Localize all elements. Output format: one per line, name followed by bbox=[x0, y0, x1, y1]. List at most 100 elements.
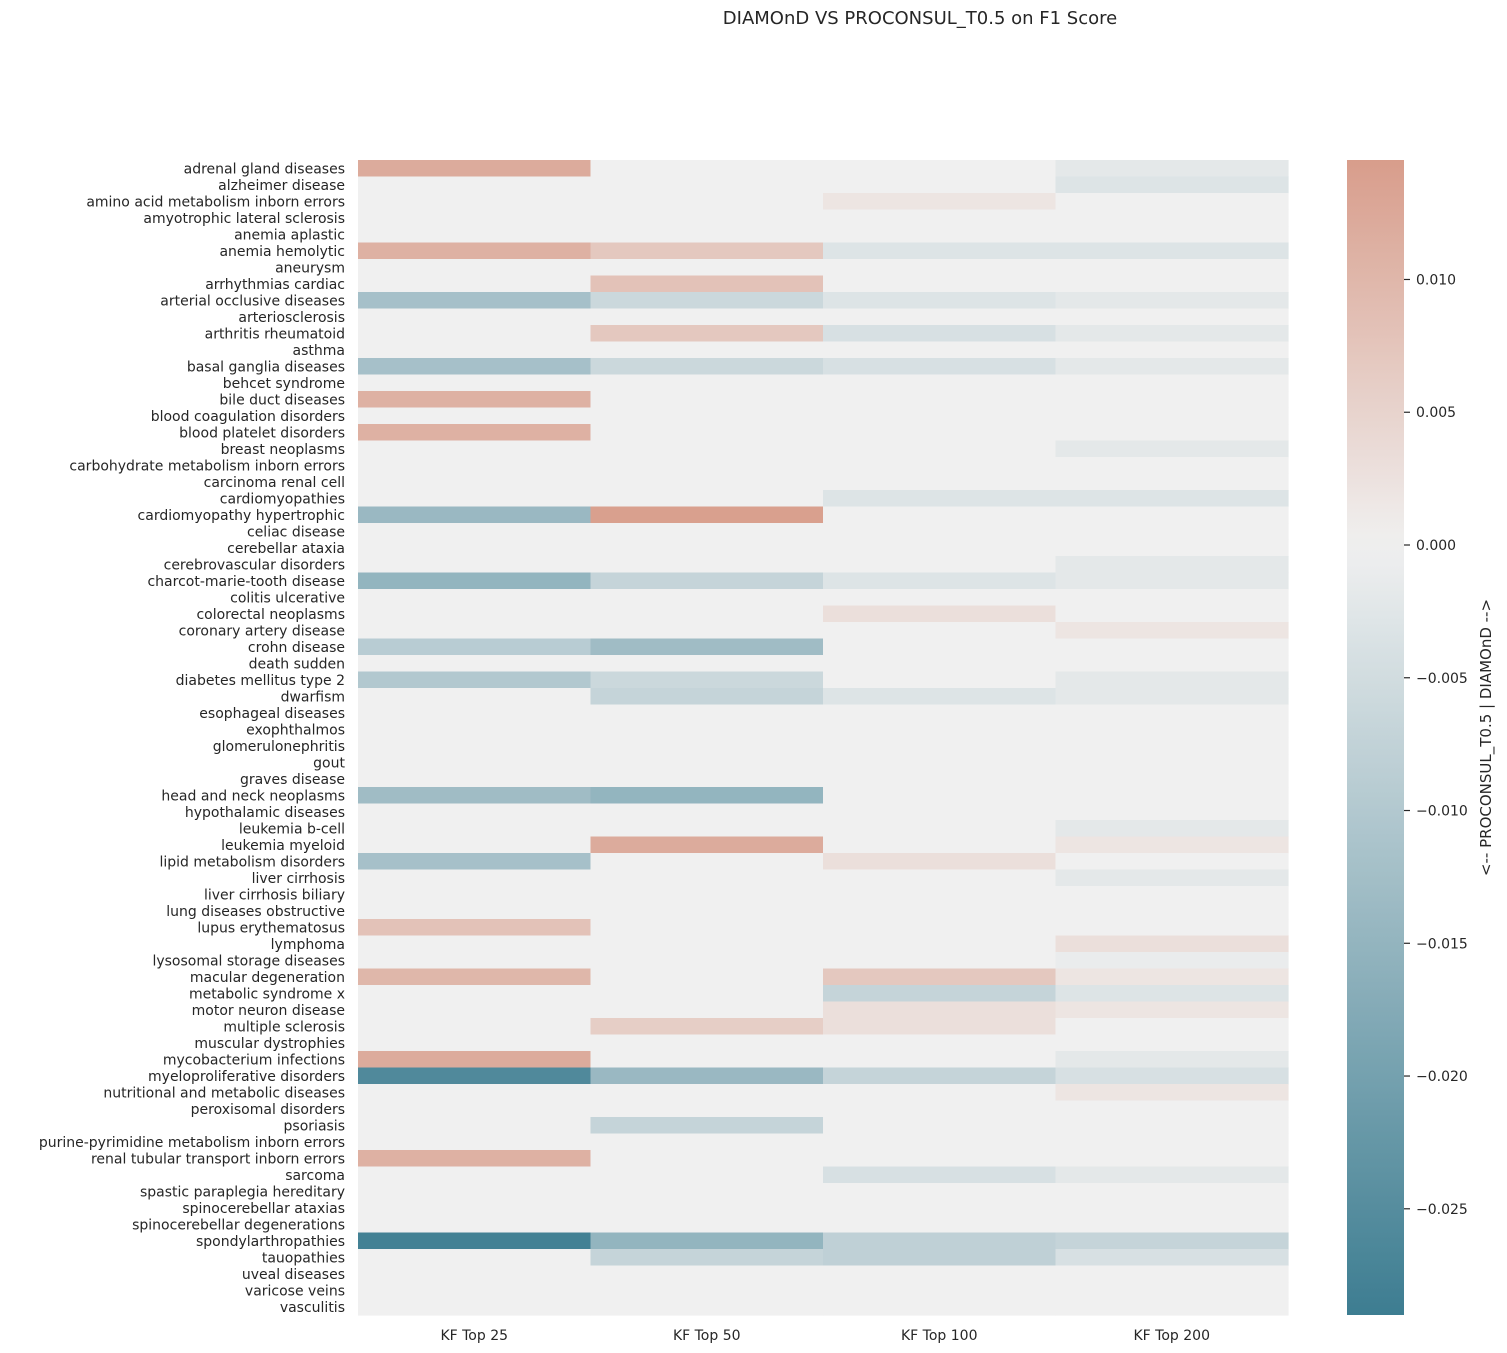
row-label: arthritis rheumatoid bbox=[205, 326, 345, 342]
row-label: lipid metabolism disorders bbox=[159, 854, 345, 870]
heatmap-cell bbox=[1055, 374, 1289, 392]
heatmap-cell bbox=[1055, 341, 1289, 359]
heatmap-cell bbox=[1055, 869, 1289, 887]
row-label: bile duct diseases bbox=[219, 392, 345, 408]
heatmap-cell bbox=[1055, 1117, 1289, 1135]
heatmap-cell bbox=[358, 572, 592, 590]
heatmap-cell bbox=[590, 341, 824, 359]
row-label: spondylarthropathies bbox=[196, 1234, 345, 1250]
heatmap-cell bbox=[1055, 539, 1289, 557]
heatmap-cell bbox=[590, 1183, 824, 1201]
row-label: arteriosclerosis bbox=[238, 310, 345, 326]
heatmap-cell bbox=[1055, 836, 1289, 854]
heatmap-cell bbox=[823, 836, 1057, 854]
row-label: blood platelet disorders bbox=[179, 425, 345, 441]
heatmap-cell bbox=[1055, 292, 1289, 310]
heatmap-cell bbox=[590, 820, 824, 838]
heatmap-cell bbox=[590, 506, 824, 524]
heatmap-cell bbox=[823, 1133, 1057, 1151]
heatmap-cell bbox=[590, 704, 824, 722]
heatmap-cell bbox=[358, 1051, 592, 1069]
heatmap-cell bbox=[823, 671, 1057, 689]
heatmap-cell bbox=[590, 1117, 824, 1135]
colorbar-tick-label: −0.015 bbox=[1416, 936, 1468, 952]
column-labels: KF Top 25 KF Top 50 KF Top 100 KF Top 200 bbox=[440, 1328, 1210, 1344]
column-label: KF Top 25 bbox=[440, 1328, 508, 1344]
heatmap-cell bbox=[590, 1265, 824, 1283]
row-label: asthma bbox=[293, 343, 345, 359]
heatmap-cell bbox=[358, 473, 592, 491]
heatmap-cell bbox=[1055, 638, 1289, 656]
heatmap-cell bbox=[358, 325, 592, 343]
row-label: renal tubular transport inborn errors bbox=[91, 1151, 345, 1167]
heatmap-cell bbox=[823, 1199, 1057, 1217]
colorbar-ticks: 0.010 0.005 0.000 −0.005 −0.010 −0.015 −0.020 −… bbox=[1404, 272, 1468, 1218]
heatmap-cell bbox=[823, 886, 1057, 904]
row-label: blood coagulation disorders bbox=[151, 409, 345, 425]
heatmap-cell bbox=[590, 655, 824, 673]
heatmap-cell bbox=[590, 1282, 824, 1300]
heatmap-cell bbox=[590, 853, 824, 871]
heatmap-cell bbox=[590, 374, 824, 392]
heatmap-cell bbox=[823, 424, 1057, 442]
heatmap-cell bbox=[590, 721, 824, 739]
heatmap-cell bbox=[823, 440, 1057, 458]
row-label: liver cirrhosis bbox=[252, 871, 345, 887]
colorbar-tick-label: −0.020 bbox=[1416, 1069, 1468, 1085]
row-label: lysosomal storage diseases bbox=[152, 953, 345, 969]
row-label: tauopathies bbox=[262, 1250, 345, 1266]
heatmap-cell bbox=[358, 1150, 592, 1168]
heatmap-cell bbox=[590, 490, 824, 508]
heatmap-cell bbox=[358, 341, 592, 359]
heatmap-cell bbox=[1055, 506, 1289, 524]
heatmap-cell bbox=[590, 589, 824, 607]
heatmap-cell bbox=[590, 605, 824, 623]
heatmap-cell bbox=[590, 407, 824, 425]
row-label: myeloproliferative disorders bbox=[148, 1069, 345, 1085]
row-label: death sudden bbox=[249, 656, 345, 672]
heatmap-cell bbox=[358, 622, 592, 640]
heatmap-cell bbox=[1055, 968, 1289, 986]
heatmap-cell bbox=[358, 424, 592, 442]
heatmap-cell bbox=[358, 770, 592, 788]
row-label: lupus erythematosus bbox=[197, 920, 345, 936]
heatmap-cell bbox=[358, 1199, 592, 1217]
heatmap-cell bbox=[358, 1084, 592, 1102]
heatmap-cell bbox=[823, 853, 1057, 871]
row-label: peroxisomal disorders bbox=[191, 1102, 345, 1118]
heatmap-cell bbox=[823, 688, 1057, 706]
column-label: KF Top 50 bbox=[673, 1328, 741, 1344]
heatmap-cell bbox=[823, 1084, 1057, 1102]
heatmap-cell bbox=[823, 985, 1057, 1003]
heatmap-cell bbox=[823, 473, 1057, 491]
heatmap-cell bbox=[1055, 160, 1289, 178]
heatmap-cell bbox=[358, 556, 592, 574]
heatmap-cell bbox=[1055, 457, 1289, 475]
row-label: cardiomyopathy hypertrophic bbox=[138, 508, 345, 524]
heatmap-cell bbox=[358, 242, 592, 260]
heatmap-cell bbox=[358, 1018, 592, 1036]
heatmap-cell bbox=[1055, 1133, 1289, 1151]
heatmap-cell bbox=[1055, 1051, 1289, 1069]
colorbar-tick-label: −0.010 bbox=[1416, 804, 1468, 820]
heatmap-cell bbox=[358, 1183, 592, 1201]
heatmap-cell bbox=[1055, 754, 1289, 772]
heatmap-cell bbox=[823, 1265, 1057, 1283]
heatmap-cell bbox=[823, 803, 1057, 821]
heatmap-cell bbox=[590, 176, 824, 194]
row-label: macular degeneration bbox=[190, 970, 345, 986]
heatmap-cell bbox=[1055, 1100, 1289, 1118]
heatmap-cell bbox=[823, 1018, 1057, 1036]
heatmap-cell bbox=[590, 226, 824, 244]
colorbar bbox=[1347, 160, 1404, 1315]
row-label: sarcoma bbox=[285, 1168, 345, 1184]
heatmap-cell bbox=[823, 556, 1057, 574]
heatmap-cell bbox=[823, 869, 1057, 887]
heatmap-cell bbox=[823, 952, 1057, 970]
heatmap-cell bbox=[358, 440, 592, 458]
heatmap-cell bbox=[358, 869, 592, 887]
heatmap-cell bbox=[823, 1282, 1057, 1300]
heatmap-cell bbox=[823, 1067, 1057, 1085]
row-label: cerebrovascular disorders bbox=[164, 557, 345, 573]
